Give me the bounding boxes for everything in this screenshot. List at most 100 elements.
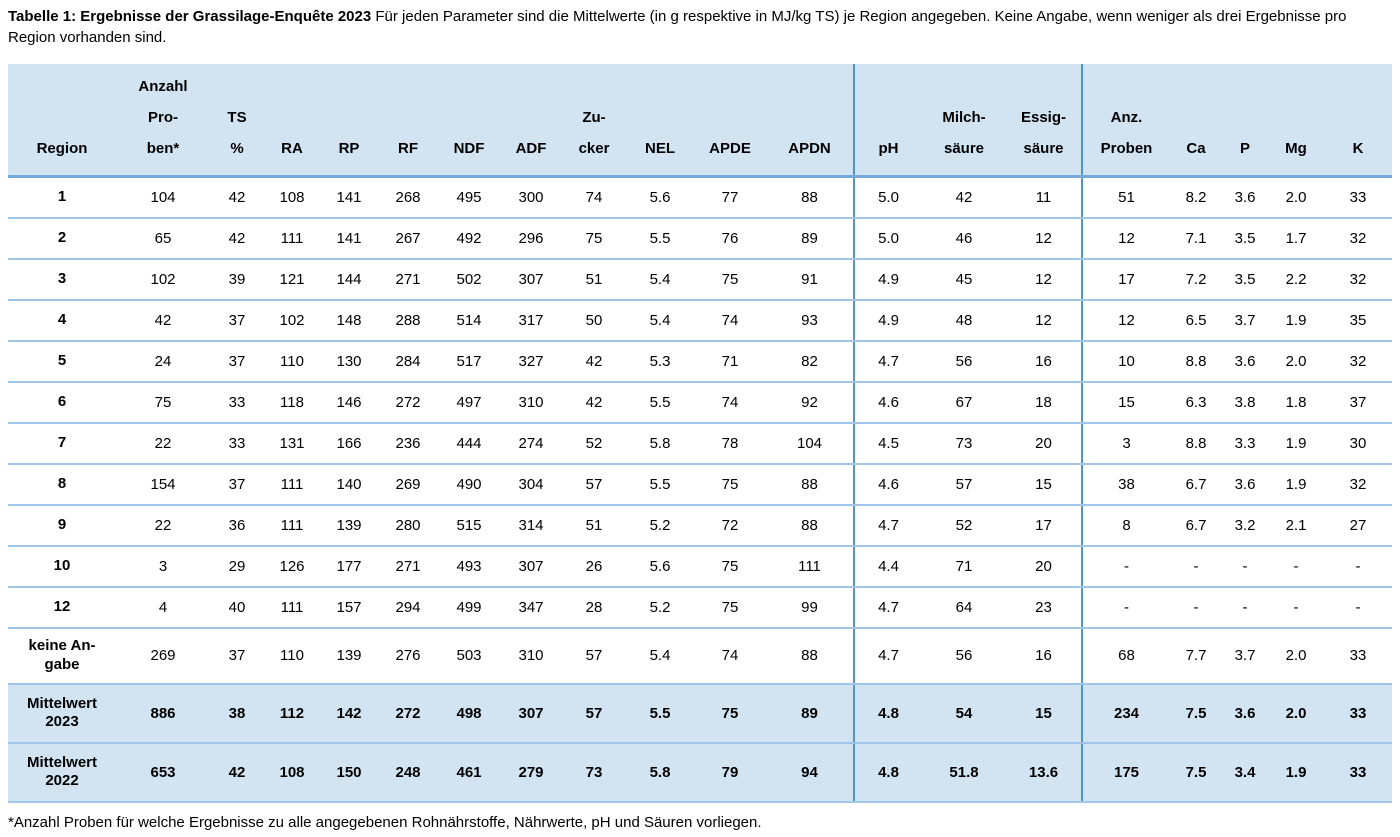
row-label: 8 [8, 463, 116, 506]
table-cell: 32 [1324, 258, 1392, 301]
table-cell: 310 [500, 627, 562, 685]
table-row: 10 3 29 126 177 271 493 307 26 5.6 75 111 4.4 71 20- - -… [8, 545, 1392, 588]
table-row: 8 154 37 111 140 269 490 304 57 5.5 75 88 4.6 57 15 38 6… [8, 463, 1392, 506]
table-cell: 29 [210, 545, 264, 588]
table-row: 12 4 40 111 157 294 499 347 28 5.2 75 99 4.7 64 23- - - -… [8, 586, 1392, 629]
footnote: *Anzahl Proben für welche Ergebnisse zu … [8, 813, 762, 831]
table-cell: 3.8 [1222, 381, 1268, 424]
table-cell: 46 [922, 217, 1006, 260]
table-cell: 38 [1081, 463, 1170, 506]
table-cell: 74 [694, 627, 766, 685]
table-cell: 2.0 [1268, 683, 1324, 744]
table-cell: 51.8 [922, 742, 1006, 803]
table-cell: 284 [378, 340, 438, 383]
row-label: 1 [8, 176, 116, 219]
column-header-ndf: NDF [438, 64, 500, 179]
table-cell: 36 [210, 504, 264, 547]
table-cell: 4.6 [853, 463, 922, 506]
table-cell: 141 [320, 217, 378, 260]
table-row: 1 104 42 108 141 268 495 300 74 5.6 77 88 5.0 42 11 51 8… [8, 176, 1392, 219]
table-cell: - [1268, 545, 1324, 588]
table-cell: 15 [1006, 463, 1082, 506]
table-cell: 307 [500, 545, 562, 588]
table-cell: 111 [264, 586, 320, 629]
table-cell: 5.4 [626, 299, 694, 342]
table-cell: 7.5 [1170, 683, 1222, 744]
row-label: 10 [8, 545, 116, 588]
column-header-k: K [1324, 64, 1392, 179]
table-cell: 3.3 [1222, 422, 1268, 465]
row-label: 4 [8, 299, 116, 342]
table-cell: 1.9 [1268, 742, 1324, 803]
table-cell: 314 [500, 504, 562, 547]
table-cell: 3.4 [1222, 742, 1268, 803]
table-cell: 75 [694, 586, 766, 629]
table-cell: 75 [694, 683, 766, 744]
table-cell: 497 [438, 381, 500, 424]
table-cell: 4.7 [853, 586, 922, 629]
table-cell: 27 [1324, 504, 1392, 547]
table-cell: 26 [562, 545, 626, 588]
table-cell: 6.7 [1170, 504, 1222, 547]
table-cell: 3.2 [1222, 504, 1268, 547]
table-cell: 99 [766, 586, 854, 629]
table-cell: 517 [438, 340, 500, 383]
table-cell: 121 [264, 258, 320, 301]
table-cell: 5.6 [626, 545, 694, 588]
table-cell: - [1324, 545, 1392, 588]
table-cell: 74 [562, 176, 626, 219]
row-label: 5 [8, 340, 116, 383]
table-cell: 148 [320, 299, 378, 342]
table-row: 5 24 37 110 130 284 517 327 42 5.3 71 82 4.7 56 16 10 8.… [8, 340, 1392, 383]
column-header-rf: RF [378, 64, 438, 179]
table-cell: 102 [264, 299, 320, 342]
table-cell: 37 [210, 299, 264, 342]
table-cell: 5.5 [626, 683, 694, 744]
table-cell: 67 [922, 381, 1006, 424]
table-cell: 82 [766, 340, 854, 383]
table-cell: 296 [500, 217, 562, 260]
table-cell: 6.3 [1170, 381, 1222, 424]
table-cell: 307 [500, 683, 562, 744]
table-cell: 4.7 [853, 627, 922, 685]
table-cell: 271 [378, 258, 438, 301]
table-cell: 7.7 [1170, 627, 1222, 685]
table-cell: 40 [210, 586, 264, 629]
table-cell: 104 [116, 176, 210, 219]
table-cell: 503 [438, 627, 500, 685]
table-cell: 48 [922, 299, 1006, 342]
table-cell: 5.5 [626, 217, 694, 260]
table-cell: 104 [766, 422, 854, 465]
table-cell: 269 [116, 627, 210, 685]
table-cell: 64 [922, 586, 1006, 629]
table-cell: 126 [264, 545, 320, 588]
table-cell: 118 [264, 381, 320, 424]
table-cell: 6.7 [1170, 463, 1222, 506]
table-cell: 35 [1324, 299, 1392, 342]
row-label: keine An-gabe [8, 627, 116, 685]
row-label: 12 [8, 586, 116, 629]
table-cell: 5.0 [853, 176, 922, 219]
table-cell: 52 [922, 504, 1006, 547]
table-cell: 12 [1081, 299, 1170, 342]
table-cell: 89 [766, 683, 854, 744]
table-cell: 274 [500, 422, 562, 465]
row-label: Mittelwert 2022 [8, 742, 116, 803]
table-cell: 166 [320, 422, 378, 465]
table-cell: 30 [1324, 422, 1392, 465]
table-cell: 5.8 [626, 742, 694, 803]
results-table: Region Anzahl Pro-ben* TS% RA RP RF NDF ADF Zu-ck… [8, 64, 1392, 803]
table-cell: 5.4 [626, 627, 694, 685]
table-row: Mittelwert 2022 653 42 108 150 248 461 279 73 5.8 7… [8, 742, 1392, 803]
table-cell: 8.8 [1170, 340, 1222, 383]
table-cell: 4.9 [853, 299, 922, 342]
table-row: keine An-gabe 269 37 110 139 276 503 310 57 5.4 74… [8, 627, 1392, 685]
column-header-anz-proben: Anz. Proben [1081, 64, 1170, 179]
header-row: Region Anzahl Pro-ben* TS% RA RP RF NDF ADF Zu-ck… [8, 64, 1392, 179]
table-cell: 5.5 [626, 463, 694, 506]
table-cell: 886 [116, 683, 210, 744]
table-cell: 2.2 [1268, 258, 1324, 301]
table-cell: 5.5 [626, 381, 694, 424]
table-cell: 33 [1324, 627, 1392, 685]
column-header-apde: APDE [694, 64, 766, 179]
